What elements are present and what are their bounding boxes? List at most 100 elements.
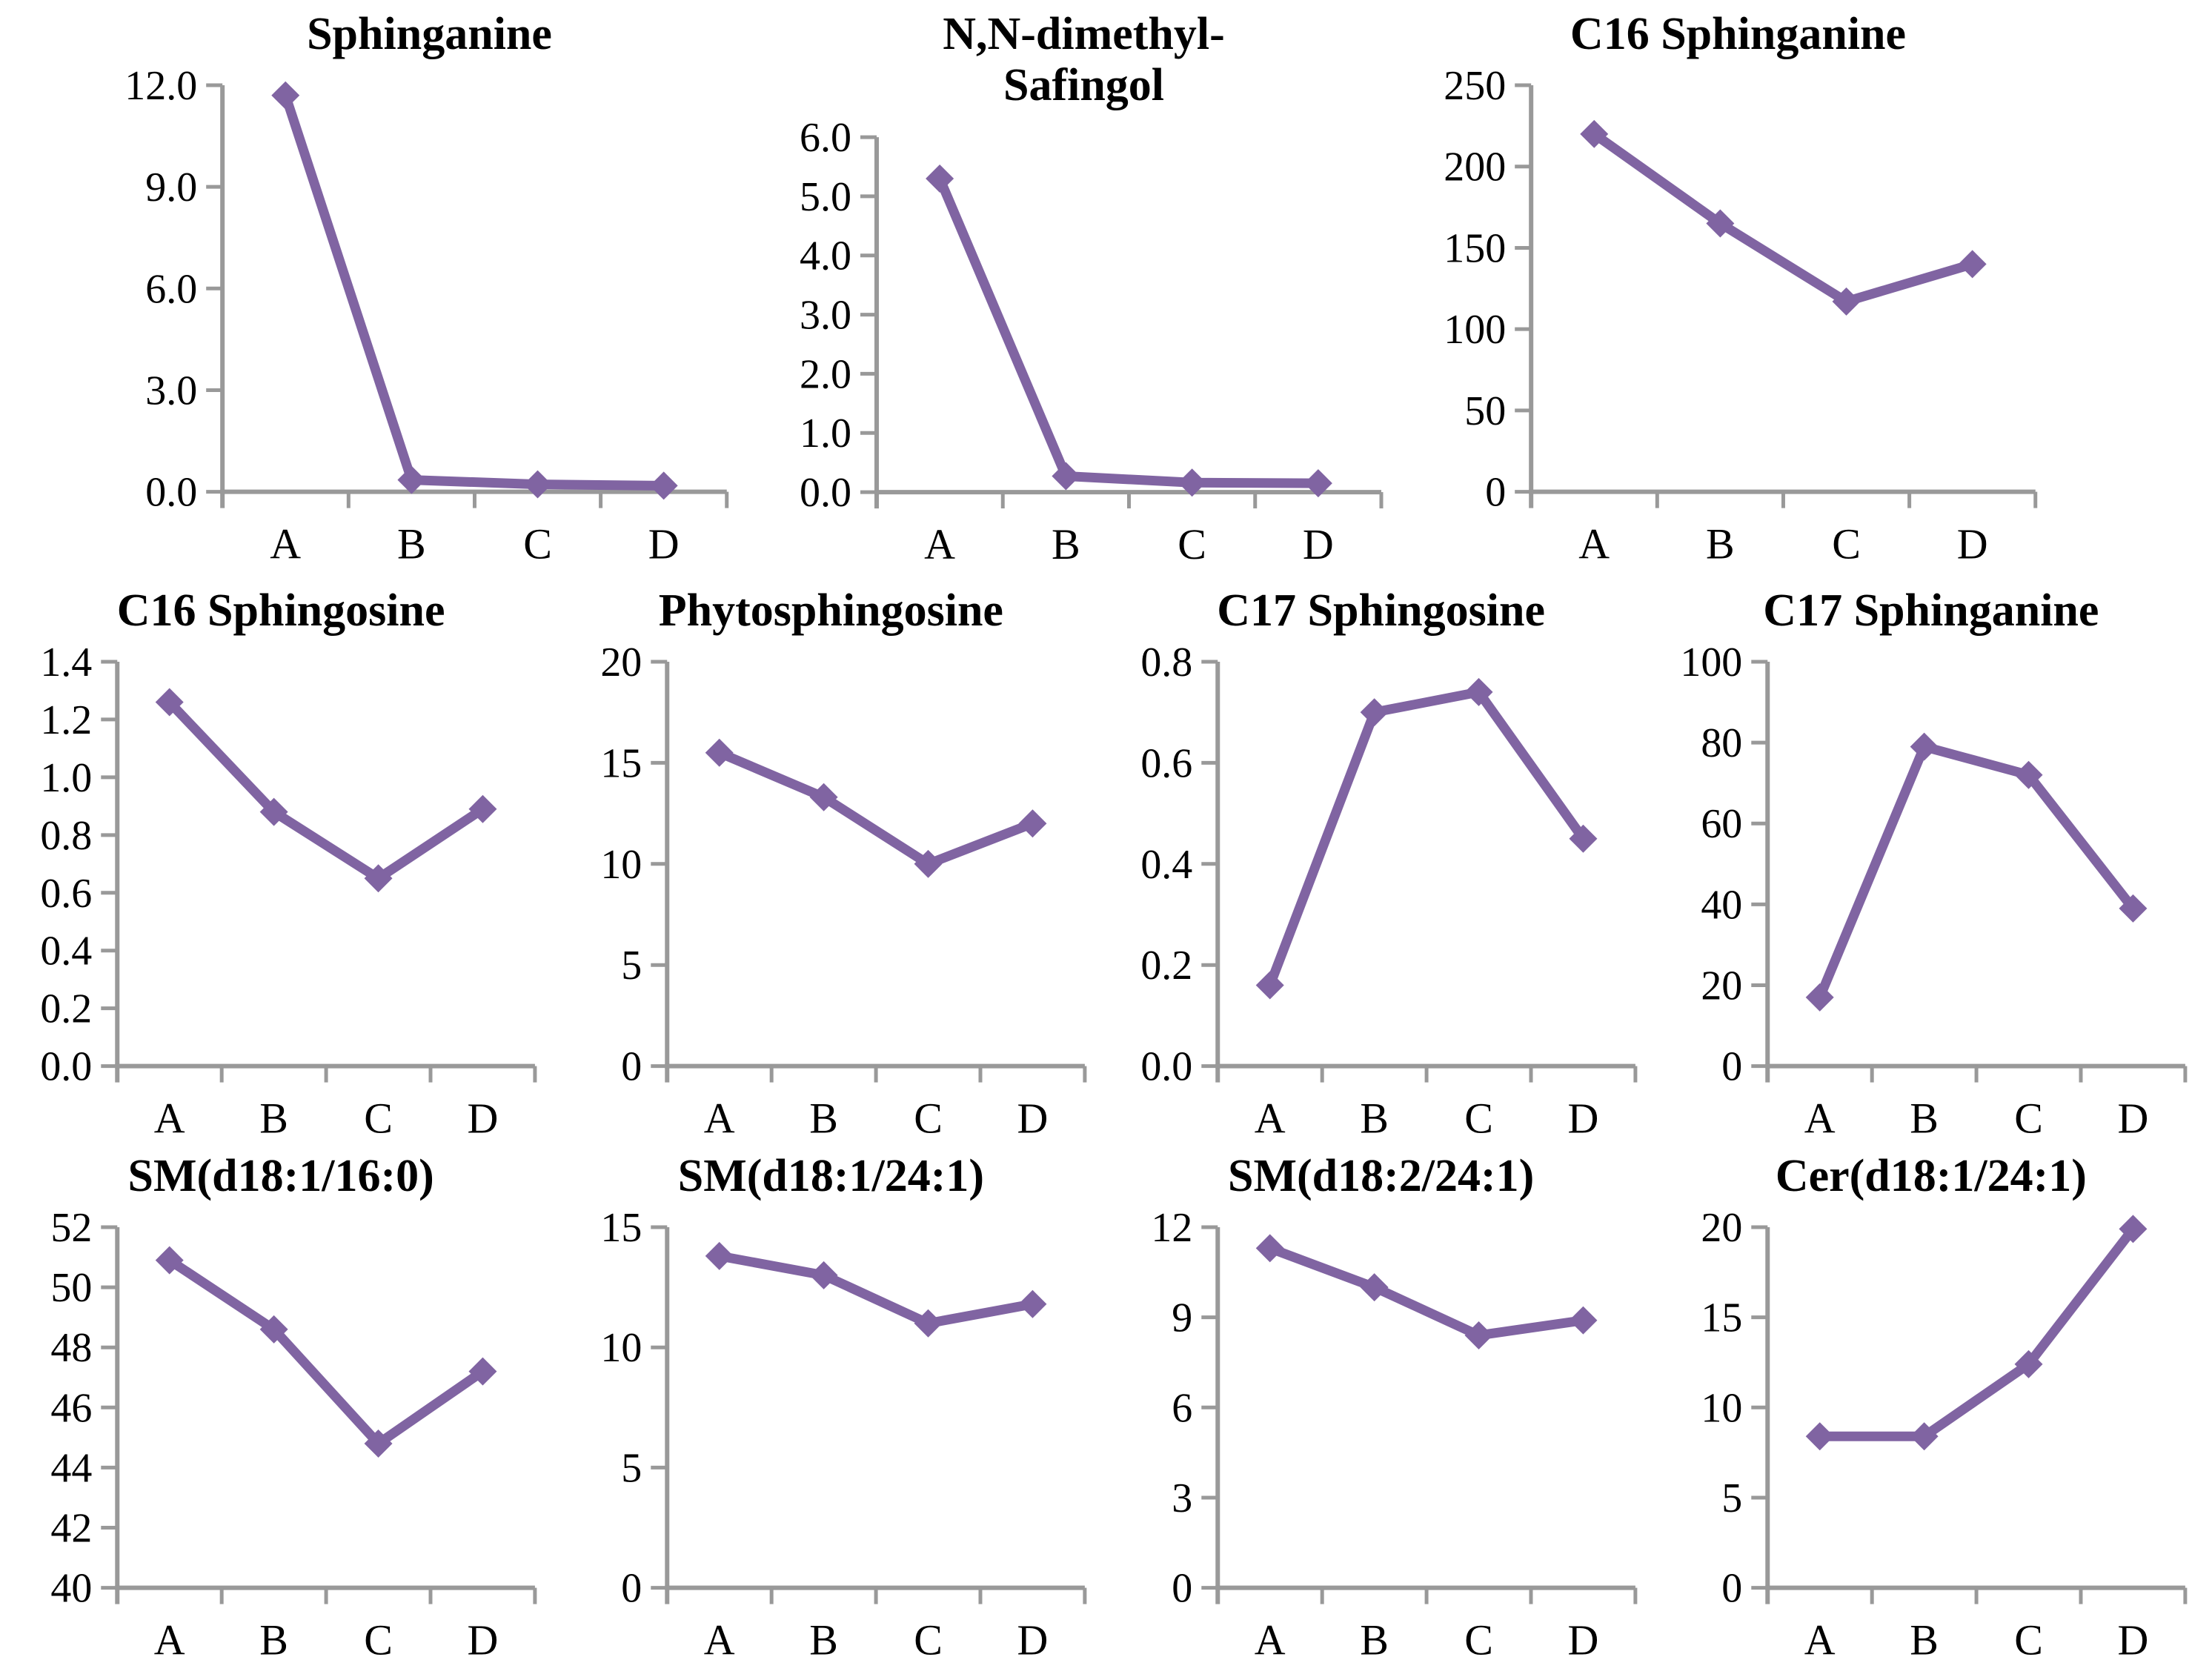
svg-text:C: C (2014, 1095, 2043, 1143)
svg-text:C: C (364, 1616, 393, 1664)
svg-text:B: B (810, 1095, 839, 1143)
svg-text:12: 12 (1151, 1205, 1192, 1251)
svg-text:0.6: 0.6 (40, 871, 92, 917)
svg-text:150: 150 (1444, 226, 1506, 272)
svg-text:D: D (1567, 1095, 1598, 1143)
svg-text:9: 9 (1172, 1295, 1192, 1341)
svg-text:D: D (2117, 1616, 2148, 1664)
chart-title: C17 Sphingosine (1217, 585, 1546, 636)
svg-text:B: B (1360, 1616, 1389, 1664)
svg-text:0.2: 0.2 (40, 986, 92, 1032)
chart-plot: 0 3 6 9 12 A B C D (1106, 1202, 1656, 1668)
svg-text:A: A (704, 1616, 735, 1664)
svg-text:0: 0 (622, 1566, 642, 1612)
svg-text:B: B (1360, 1095, 1389, 1143)
svg-text:12.0: 12.0 (124, 63, 197, 109)
chart-row-1: Sphinganine 0.0 3.0 6.0 9.0 12.0 A B C D N,N-dim… (0, 0, 2212, 572)
svg-text:D: D (1017, 1616, 1049, 1664)
svg-text:52: 52 (50, 1205, 92, 1251)
svg-text:80: 80 (1701, 721, 1742, 767)
svg-text:50: 50 (50, 1266, 92, 1312)
chart-title: C16 Sphingosine (116, 585, 445, 636)
chart-plot: 0 5 10 15 A B C D (556, 1202, 1106, 1668)
svg-text:0.2: 0.2 (1140, 943, 1192, 989)
chart-c17-sphinganine: C17 Sphinganine 0 20 40 60 80 100 A B C D (1656, 585, 2206, 1146)
chart-plot: 0.0 0.2 0.4 0.6 0.8 A B C D (1106, 637, 1656, 1146)
svg-text:4.0: 4.0 (800, 233, 851, 279)
svg-text:20: 20 (1701, 963, 1742, 1009)
svg-text:C: C (1178, 520, 1206, 568)
chart-title: C16 Sphinganine (1570, 9, 1907, 59)
svg-text:100: 100 (1680, 640, 1742, 685)
chart-plot: 0.0 3.0 6.0 9.0 12.0 A B C D (111, 60, 748, 572)
svg-text:100: 100 (1444, 308, 1506, 353)
svg-text:A: A (1804, 1095, 1836, 1143)
svg-text:B: B (1706, 520, 1735, 568)
svg-text:A: A (1254, 1095, 1285, 1143)
chart-title: SM(d18:2/24:1) (1227, 1151, 1535, 1201)
svg-text:40: 40 (1701, 883, 1742, 929)
svg-text:B: B (397, 520, 426, 568)
svg-text:10: 10 (1701, 1386, 1742, 1432)
chart-sm-d18-1-16-0: SM(d18:1/16:0) 40 42 44 46 48 50 52 A B C D (6, 1151, 556, 1668)
chart-title: SM(d18:1/24:1) (677, 1151, 985, 1201)
chart-title: C17 Sphinganine (1763, 585, 2099, 636)
svg-text:C: C (914, 1616, 943, 1664)
svg-text:1.0: 1.0 (800, 411, 851, 456)
chart-plot: 0 5 10 15 20 A B C D (1656, 1202, 2206, 1668)
svg-text:C: C (364, 1095, 393, 1143)
svg-text:6.0: 6.0 (145, 267, 197, 313)
svg-text:A: A (154, 1616, 185, 1664)
chart-plot: 0.0 0.2 0.4 0.6 0.8 1.0 1.2 1.4 A B C D (6, 637, 556, 1146)
svg-text:A: A (924, 520, 955, 568)
chart-title: Cer(d18:1/24:1) (1775, 1151, 2087, 1201)
svg-text:46: 46 (50, 1386, 92, 1432)
chart-plot: 0.0 1.0 2.0 3.0 4.0 5.0 6.0 A B C D (765, 112, 1402, 572)
svg-text:C: C (1464, 1095, 1493, 1143)
svg-text:C: C (1832, 520, 1861, 568)
svg-text:B: B (1052, 520, 1080, 568)
svg-text:1.4: 1.4 (40, 640, 92, 685)
svg-text:0.8: 0.8 (40, 813, 92, 859)
svg-text:A: A (270, 520, 301, 568)
svg-text:0: 0 (1485, 470, 1506, 516)
chart-sphinganine: Sphinganine 0.0 3.0 6.0 9.0 12.0 A B C D (111, 9, 748, 572)
svg-text:0: 0 (1172, 1566, 1192, 1612)
chart-sm-d18-1-24-1: SM(d18:1/24:1) 0 5 10 15 A B C D (556, 1151, 1106, 1668)
chart-phytosphingosine: Phytosphingosine 0 5 10 15 20 A B C D (556, 585, 1106, 1146)
svg-text:40: 40 (50, 1566, 92, 1612)
chart-plot: 0 20 40 60 80 100 A B C D (1656, 637, 2206, 1146)
svg-text:D: D (648, 520, 680, 568)
svg-text:0.0: 0.0 (1140, 1044, 1192, 1090)
svg-text:10: 10 (601, 1326, 642, 1372)
svg-text:A: A (1254, 1616, 1285, 1664)
chart-plot: 40 42 44 46 48 50 52 A B C D (6, 1202, 556, 1668)
svg-text:D: D (1017, 1095, 1049, 1143)
svg-text:A: A (1578, 520, 1610, 568)
chart-cer-d18-1-24-1: Cer(d18:1/24:1) 0 5 10 15 20 A B C D (1656, 1151, 2206, 1668)
svg-text:C: C (914, 1095, 943, 1143)
svg-text:3.0: 3.0 (800, 292, 851, 338)
svg-text:D: D (1957, 520, 1988, 568)
svg-text:15: 15 (601, 1205, 642, 1251)
svg-text:48: 48 (50, 1326, 92, 1372)
svg-text:2.0: 2.0 (800, 351, 851, 397)
svg-text:0: 0 (622, 1044, 642, 1090)
chart-title: N,N-dimethyl- Safingol (943, 9, 1225, 111)
svg-text:20: 20 (601, 640, 642, 685)
svg-text:C: C (2014, 1616, 2043, 1664)
svg-text:0.6: 0.6 (1140, 741, 1192, 787)
svg-text:0.4: 0.4 (1140, 842, 1192, 888)
svg-text:5: 5 (622, 1446, 642, 1492)
svg-text:A: A (1804, 1616, 1836, 1664)
chart-c16-sphingosine: C16 Sphingosine 0.0 0.2 0.4 0.6 0.8 1.0 1.2 1.4… (6, 585, 556, 1146)
svg-text:0.0: 0.0 (145, 470, 197, 516)
svg-text:10: 10 (601, 842, 642, 888)
svg-text:1.0: 1.0 (40, 755, 92, 801)
chart-title: Phytosphingosine (658, 585, 1003, 636)
svg-text:B: B (810, 1616, 839, 1664)
svg-text:0: 0 (1721, 1044, 1742, 1090)
chart-title: SM(d18:1/16:0) (127, 1151, 434, 1201)
chart-c16-sphinganine: C16 Sphinganine 0 50 100 150 200 250 A B C D (1420, 9, 2056, 572)
